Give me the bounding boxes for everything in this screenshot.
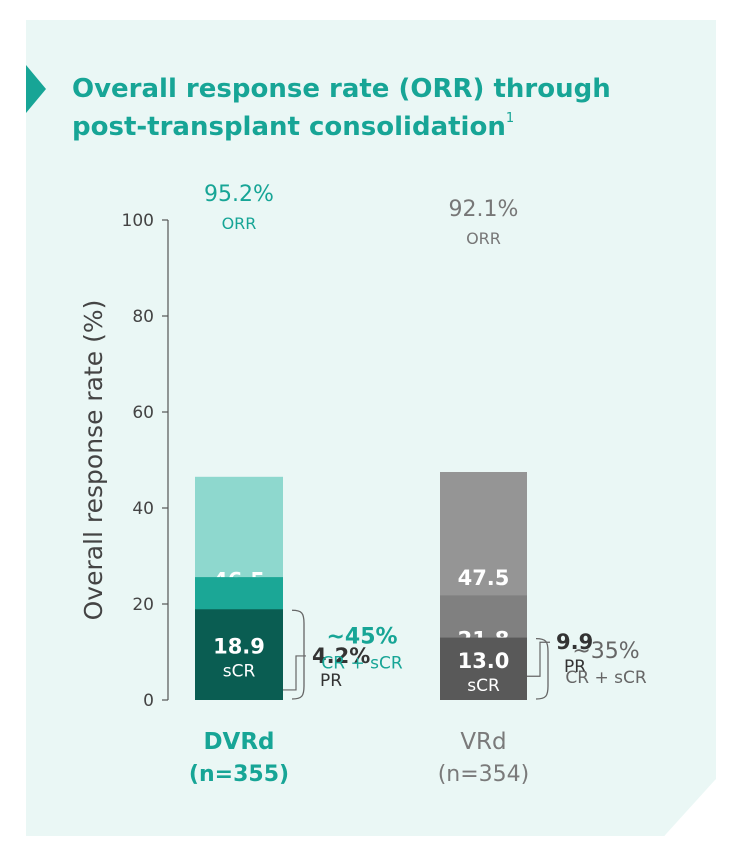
title-accent-arrow-icon: [26, 65, 46, 113]
y-tick-label: 100: [122, 211, 154, 231]
title-line-2: post-transplant consolidation: [72, 112, 506, 142]
total-label-vrd: 92.1%: [449, 197, 519, 222]
bar-segment-vrd-scr: [440, 637, 527, 700]
data-label-vrd-pr: 9.9: [556, 630, 593, 654]
bar-segment-dvrd-scr: [195, 609, 283, 700]
bracket-value-vrd: ~35%: [572, 639, 639, 664]
data-label-dvrd-scr: 18.9: [213, 635, 265, 659]
total-caption-vrd: ORR: [466, 229, 501, 248]
segment-caption-dvrd-pr: PR: [320, 671, 342, 691]
total-label-dvrd: 95.2%: [204, 182, 274, 207]
x-category-n-vrd: (n=354): [438, 762, 530, 787]
page-title: Overall response rate (ORR) through post-…: [72, 70, 692, 146]
x-category-label-vrd: VRd: [460, 729, 506, 755]
bracket-label-vrd: CR + sCR: [565, 668, 646, 688]
bracket-value-dvrd: ~45%: [326, 625, 397, 650]
y-tick-label: 20: [132, 595, 154, 615]
y-tick-label: 40: [132, 499, 154, 519]
bracket-dvrd: [291, 609, 305, 700]
segment-caption-dvrd-scr: sCR: [223, 662, 256, 682]
data-label-vrd-scr: 13.0: [458, 649, 510, 673]
chart-card: [26, 20, 716, 836]
callout-line-dvrd-pr: [282, 655, 306, 691]
data-label-dvrd-pr: 4.2%: [312, 644, 370, 668]
data-label-vrd-vgpr: 47.5: [458, 566, 510, 590]
segment-caption-vrd-scr: sCR: [467, 676, 500, 696]
y-tick-label: 0: [143, 691, 154, 711]
bracket-vrd: [535, 637, 549, 700]
title-footnote: 1: [505, 111, 515, 126]
y-tick-label: 80: [132, 307, 154, 327]
y-tick-label: 60: [132, 403, 154, 423]
total-caption-dvrd: ORR: [222, 214, 257, 233]
segment-caption-vrd-pr: PR: [564, 657, 586, 677]
x-category-n-dvrd: (n=355): [189, 762, 289, 787]
bracket-label-dvrd: CR + sCR: [321, 654, 402, 674]
callout-line-vrd-pr: [526, 641, 550, 677]
y-axis-title: Overall response rate (%): [79, 300, 108, 621]
title-line-1: Overall response rate (ORR) through: [72, 74, 611, 104]
x-category-label-dvrd: DVRd: [203, 729, 274, 755]
